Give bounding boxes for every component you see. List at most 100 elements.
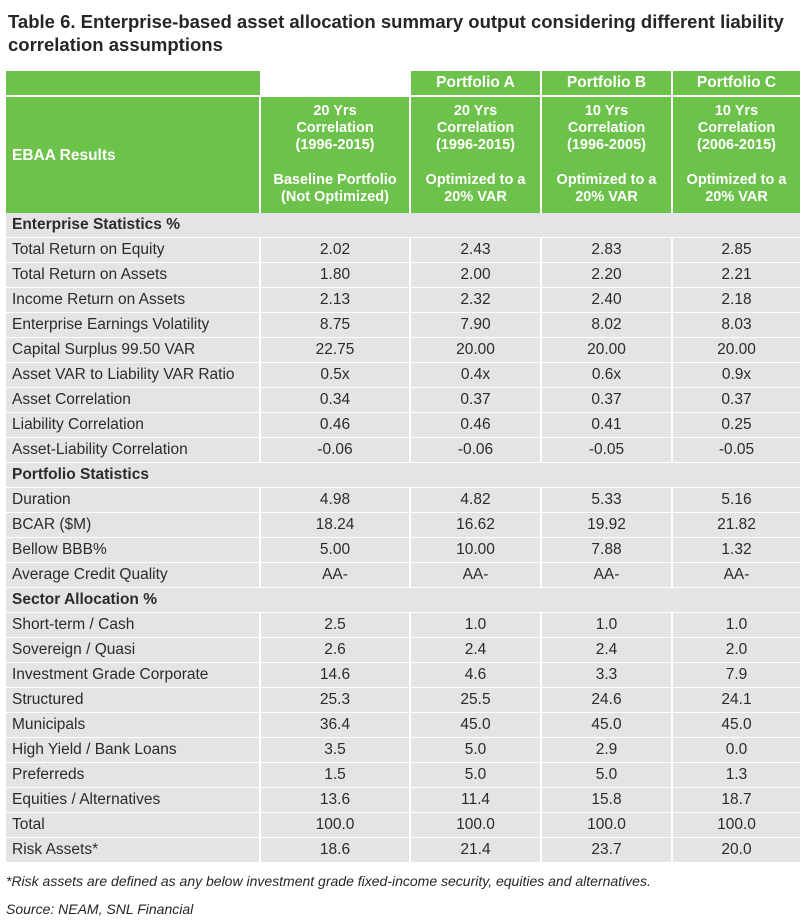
row-value: 0.9x — [671, 362, 800, 388]
row-value: 2.32 — [409, 287, 541, 313]
row-value: 0.37 — [540, 387, 672, 413]
row-value: 2.9 — [540, 737, 672, 763]
row-value: 4.98 — [259, 487, 410, 513]
column-description: Optimized to a 20% VAR — [411, 172, 540, 206]
row-value: 100.0 — [540, 812, 672, 838]
row-value: -0.05 — [540, 437, 672, 463]
table-row: Asset Correlation 0.34 0.37 0.37 0.37 — [6, 387, 800, 413]
column-period-line: (1996-2015) — [436, 137, 515, 153]
portfolio-b-header: Portfolio B — [540, 71, 672, 97]
row-value: 2.83 — [540, 237, 672, 263]
row-value: 18.6 — [259, 837, 410, 863]
row-label: Asset Correlation — [6, 387, 260, 413]
row-value: 4.6 — [409, 662, 541, 688]
column-description-line: 20% VAR — [444, 189, 507, 205]
row-value: 2.6 — [259, 637, 410, 663]
table-row: Sovereign / Quasi 2.6 2.4 2.4 2.0 — [6, 637, 800, 663]
row-value: 2.0 — [671, 637, 800, 663]
row-value: 20.00 — [540, 337, 672, 363]
row-label: Preferreds — [6, 762, 260, 788]
row-value: -0.06 — [409, 437, 541, 463]
row-value: 5.0 — [409, 737, 541, 763]
row-label: Bellow BBB% — [6, 537, 260, 563]
row-label: Investment Grade Corporate — [6, 662, 260, 688]
row-value: 0.46 — [259, 412, 410, 438]
row-label: Total Return on Assets — [6, 262, 260, 288]
section-header-row: Enterprise Statistics % — [6, 213, 800, 238]
table-row: BCAR ($M) 18.24 16.62 19.92 21.82 — [6, 512, 800, 538]
header-blank — [260, 71, 410, 97]
portfolio-a-header: Portfolio A — [409, 71, 541, 97]
column-header-3: 10 Yrs Correlation (2006-2015) Optimized to… — [671, 96, 800, 213]
row-label: Total — [6, 812, 260, 838]
row-value: 2.85 — [671, 237, 800, 263]
row-value: 21.4 — [409, 837, 541, 863]
column-period-line: Correlation — [567, 120, 646, 136]
row-value: 0.37 — [671, 387, 800, 413]
column-period-line: 10 Yrs — [584, 103, 629, 119]
row-value: AA- — [671, 562, 800, 588]
row-label: Asset-Liability Correlation — [6, 437, 260, 463]
row-value: 100.0 — [671, 812, 800, 838]
row-value: 0.25 — [671, 412, 800, 438]
column-period: 20 Yrs Correlation (1996-2015) — [411, 97, 540, 154]
row-value: 0.37 — [409, 387, 541, 413]
row-label: Structured — [6, 687, 260, 713]
row-value: 2.02 — [259, 237, 410, 263]
table-row: Average Credit Quality AA- AA- AA- AA- — [6, 562, 800, 588]
row-value: 2.20 — [540, 262, 672, 288]
row-value: -0.05 — [671, 437, 800, 463]
column-period-line: 20 Yrs — [313, 103, 357, 119]
footnote: *Risk assets are defined as any below in… — [6, 873, 651, 889]
row-value: 45.0 — [671, 712, 800, 738]
row-value: 16.62 — [409, 512, 541, 538]
table-row: High Yield / Bank Loans 3.5 5.0 2.9 0.0 — [6, 737, 800, 763]
table-row: Structured 25.3 25.5 24.6 24.1 — [6, 687, 800, 713]
column-description-line: 20% VAR — [575, 189, 638, 205]
row-value: 1.3 — [671, 762, 800, 788]
table-title: Table 6. Enterprise-based asset allocati… — [8, 11, 784, 55]
row-value: 100.0 — [409, 812, 541, 838]
row-value: 2.18 — [671, 287, 800, 313]
row-value: 0.46 — [409, 412, 541, 438]
row-value: 20.00 — [409, 337, 541, 363]
row-value: AA- — [259, 562, 410, 588]
table-row: Asset-Liability Correlation -0.06 -0.06 -0.… — [6, 437, 800, 463]
row-label: Municipals — [6, 712, 260, 738]
column-description-line: Baseline Portfolio — [273, 172, 397, 188]
row-value: 1.0 — [409, 612, 541, 638]
row-value: 21.82 — [671, 512, 800, 538]
row-value: 0.6x — [540, 362, 672, 388]
table-row: Total 100.0 100.0 100.0 100.0 — [6, 812, 800, 838]
column-header-1: 20 Yrs Correlation (1996-2015) Optimized to… — [409, 96, 541, 213]
column-period-line: (1996-2005) — [567, 137, 646, 153]
row-value: 11.4 — [409, 787, 541, 813]
table-row: Income Return on Assets 2.13 2.32 2.40 2.18 — [6, 287, 800, 313]
row-value: 5.00 — [259, 537, 410, 563]
table-row: Total Return on Equity 2.02 2.43 2.83 2.85 — [6, 237, 800, 263]
row-value: 20.0 — [671, 837, 800, 863]
row-value: 5.0 — [409, 762, 541, 788]
row-value: 1.5 — [259, 762, 410, 788]
column-description: Optimized to a 20% VAR — [542, 172, 671, 206]
row-value: AA- — [540, 562, 672, 588]
row-value: 0.4x — [409, 362, 541, 388]
column-header-2: 10 Yrs Correlation (1996-2005) Optimized to… — [540, 96, 672, 213]
row-value: 100.0 — [259, 812, 410, 838]
table-row: Municipals 36.4 45.0 45.0 45.0 — [6, 712, 800, 738]
row-value: 36.4 — [259, 712, 410, 738]
source-note: Source: NEAM, SNL Financial — [6, 901, 194, 917]
row-value: 20.00 — [671, 337, 800, 363]
row-label: Equities / Alternatives — [6, 787, 260, 813]
row-value: 3.5 — [259, 737, 410, 763]
table-row: Preferreds 1.5 5.0 5.0 1.3 — [6, 762, 800, 788]
row-label: Enterprise Earnings Volatility — [6, 312, 260, 338]
row-label: Capital Surplus 99.50 VAR — [6, 337, 260, 363]
column-description: Baseline Portfolio (Not Optimized) — [261, 172, 409, 206]
row-value: 8.03 — [671, 312, 800, 338]
column-period-line: Correlation — [436, 120, 515, 136]
column-period-line: (2006-2015) — [697, 137, 776, 153]
row-value: 0.41 — [540, 412, 672, 438]
column-period-line: 10 Yrs — [714, 103, 759, 119]
row-value: 14.6 — [259, 662, 410, 688]
